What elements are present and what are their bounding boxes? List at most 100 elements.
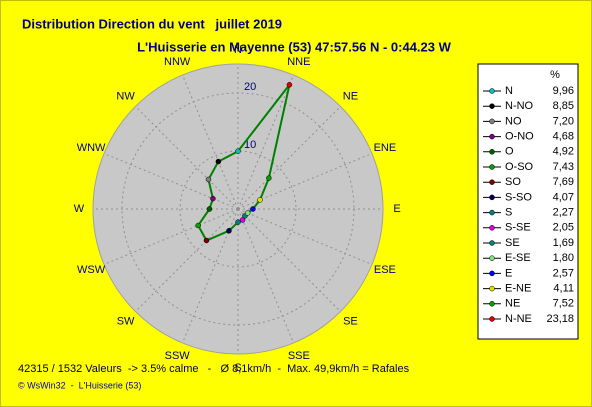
- point-marker: [266, 175, 272, 181]
- spoke: [237, 153, 373, 210]
- legend-value: 7,43: [553, 161, 574, 173]
- direction-label: ENE: [374, 142, 397, 154]
- spoke: [237, 74, 294, 210]
- point-marker: [257, 197, 263, 203]
- legend-name: SO: [505, 176, 521, 188]
- legend-name: N-NO: [505, 100, 534, 112]
- legend-value: 7,52: [553, 298, 574, 310]
- legend-marker: [489, 316, 495, 322]
- chart-title: Distribution Direction du vent juillet 2…: [22, 16, 282, 31]
- legend-marker: [489, 103, 495, 109]
- legend-marker: [489, 149, 495, 155]
- legend-marker: [489, 301, 495, 307]
- legend-name: E-NE: [505, 283, 531, 295]
- direction-label: NE: [343, 90, 358, 102]
- legend-name: S-SE: [505, 222, 531, 234]
- point-marker: [235, 148, 241, 154]
- legend-name: NE: [505, 298, 520, 310]
- legend-value: 1,80: [553, 252, 574, 264]
- point-marker: [203, 237, 210, 244]
- legend-value: 2,57: [553, 267, 574, 279]
- legend-marker: [489, 88, 495, 94]
- legend-value: 23,18: [546, 313, 574, 325]
- spoke: [237, 106, 341, 210]
- legend-value: 4,68: [553, 131, 574, 143]
- legend-marker: [489, 255, 495, 261]
- direction-label: W: [74, 203, 85, 215]
- direction-label: WNW: [77, 142, 106, 154]
- direction-label: SW: [117, 315, 135, 327]
- legend-value: 4,07: [553, 191, 574, 203]
- point-marker: [286, 82, 293, 88]
- legend-value: 9,96: [553, 85, 574, 97]
- legend-name: NO: [505, 115, 522, 127]
- spoke: [103, 208, 239, 265]
- point-marker: [205, 176, 212, 183]
- point-marker: [226, 228, 232, 234]
- legend-marker: [489, 240, 495, 246]
- legend-marker: [489, 179, 495, 185]
- legend-value: 8,85: [553, 100, 574, 112]
- direction-label: SSE: [288, 350, 310, 362]
- point-marker: [206, 206, 213, 212]
- spoke: [237, 208, 294, 344]
- legend-name: O: [505, 146, 514, 158]
- legend-marker: [489, 133, 495, 140]
- spoke: [135, 106, 239, 210]
- legend-marker: [489, 225, 495, 231]
- legend-value: 2,27: [553, 207, 574, 219]
- chart-subtitle: L'Huisserie en Mayenne (53) 47:57.56 N -…: [137, 39, 452, 54]
- direction-label: WSW: [77, 264, 106, 276]
- spoke: [237, 208, 373, 265]
- legend-box: [477, 63, 579, 340]
- point-marker: [210, 195, 216, 202]
- grid-ring: [179, 150, 297, 268]
- legend-value: 2,05: [553, 222, 574, 234]
- spoke: [135, 208, 239, 312]
- point-marker: [250, 206, 256, 212]
- legend-marker: [489, 270, 495, 277]
- spoke: [182, 74, 239, 210]
- direction-label: NNE: [287, 56, 310, 68]
- legend-marker: [489, 164, 495, 170]
- legend-value: 1,69: [553, 237, 574, 249]
- legend-marker: [489, 209, 495, 216]
- spoke: [182, 208, 239, 344]
- point-marker: [235, 219, 241, 225]
- spoke: [237, 208, 341, 312]
- direction-label: SE: [343, 315, 358, 327]
- r-tick-label: 10: [244, 139, 256, 151]
- r-tick-label: 20: [244, 81, 256, 93]
- footer: 42315 / 1532 Valeurs -> 3.5% calme - Ø 8…: [18, 363, 410, 375]
- legend-marker: [489, 194, 495, 201]
- direction-label: SSW: [165, 350, 191, 362]
- legend-name: N-NE: [505, 313, 532, 325]
- direction-label: S: [234, 362, 241, 374]
- legend-name: E: [505, 267, 512, 279]
- direction-label: NW: [116, 90, 135, 102]
- point-marker: [195, 222, 201, 229]
- legend-name: S-SO: [505, 191, 532, 203]
- legend-name: S: [505, 207, 512, 219]
- direction-label: N: [234, 44, 242, 56]
- credit: © WsWin32 - L'Huisserie (53): [18, 380, 141, 390]
- point-marker: [239, 217, 246, 223]
- legend-marker: [489, 118, 495, 125]
- grid-ring: [121, 92, 355, 326]
- point-marker: [215, 158, 222, 165]
- direction-label: E: [393, 203, 400, 215]
- point-marker: [244, 210, 251, 216]
- legend-name: E-SE: [505, 252, 531, 264]
- legend-value: 4,11: [553, 283, 574, 295]
- legend-name: O-SO: [505, 161, 534, 173]
- legend-marker: [489, 285, 495, 292]
- legend-header: %: [550, 69, 560, 81]
- legend-name: O-NO: [505, 131, 534, 143]
- direction-label: NNW: [164, 56, 191, 68]
- legend-value: 7,69: [553, 176, 574, 188]
- legend-name: SE: [505, 237, 520, 249]
- spoke: [103, 153, 239, 210]
- legend-name: N: [505, 85, 513, 97]
- direction-label: ESE: [374, 264, 396, 276]
